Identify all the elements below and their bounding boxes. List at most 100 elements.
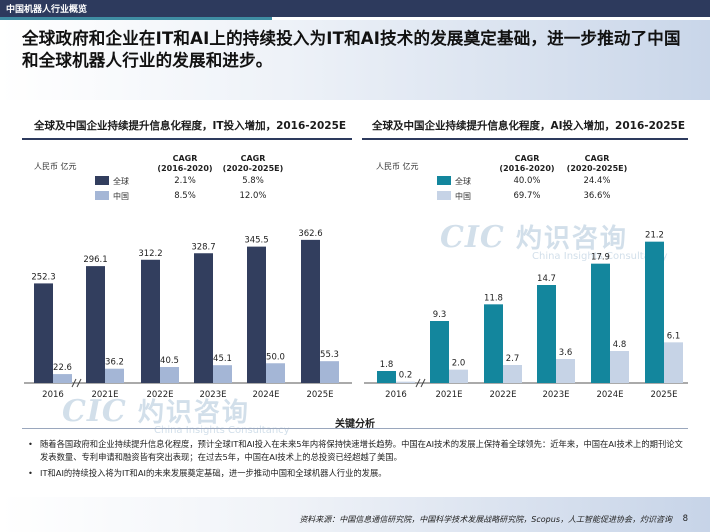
cagr-header-2-ai: CAGR (2020-2025E) <box>566 154 628 173</box>
legend-label-global-ai: 全球 <box>455 177 471 186</box>
data-label: 36.2 <box>105 358 124 368</box>
cagr-value: 5.8% <box>242 176 264 186</box>
watermark-top: CIC 灼识咨询 China Insights Consultancy <box>440 218 668 262</box>
analysis-rule <box>22 428 688 429</box>
legend-swatch-china <box>95 191 109 200</box>
data-label: 296.1 <box>83 255 107 265</box>
data-label: 17.9 <box>591 253 610 263</box>
bar-global <box>484 304 503 383</box>
bar-global <box>247 246 266 383</box>
axis-break-mark <box>71 378 77 388</box>
category-label: 2016 <box>42 390 64 400</box>
data-label: 362.6 <box>298 229 322 239</box>
data-label: 55.3 <box>320 350 339 360</box>
bar-china <box>320 361 339 383</box>
data-label: 3.6 <box>559 348 573 358</box>
cagr-header-2-it: CAGR (2020-2025E) <box>222 154 284 173</box>
page-number: 8 <box>682 514 688 524</box>
legend-label-global: 全球 <box>113 177 129 186</box>
category-label: 2023E <box>199 390 226 400</box>
bar-china <box>105 368 124 383</box>
data-label: 22.6 <box>53 363 72 373</box>
data-label: 345.5 <box>244 236 268 246</box>
category-label: 2023E <box>542 390 569 400</box>
legend-label-china: 中国 <box>113 192 129 201</box>
legend-swatch-china-ai <box>437 191 451 200</box>
data-label: 2.7 <box>506 354 520 364</box>
bar-global <box>141 259 160 383</box>
bar-global <box>537 285 556 383</box>
cagr-value: 8.5% <box>174 191 196 201</box>
data-label: 14.7 <box>537 274 556 284</box>
watermark-en: China Insights Consultancy <box>532 251 668 262</box>
chart-title-rule-ai <box>362 138 688 140</box>
source-note: 资料来源：中国信息通信研究院，中国科学技术发展战略研究院，Scopus，人工智能… <box>299 515 672 524</box>
bar-china <box>449 369 468 383</box>
bar-global <box>194 253 213 383</box>
bar-china <box>53 374 72 383</box>
watermark-logo: CIC <box>62 394 127 429</box>
axis-break-mark <box>415 378 421 388</box>
category-label: 2024E <box>252 390 279 400</box>
bar-china <box>664 342 683 383</box>
analysis-bullet: 随着各国政府和企业持续提升信息化程度，预计全球IT和AI投入在未来5年内将保持快… <box>28 438 688 464</box>
bar-global <box>645 241 664 383</box>
cagr-value: 69.7% <box>513 191 541 201</box>
category-label: 2021E <box>435 390 462 400</box>
bar-global <box>377 371 396 383</box>
bar-global <box>34 283 53 383</box>
data-label: 21.2 <box>645 231 664 241</box>
data-label: 1.8 <box>380 360 394 370</box>
chart-title-it: 全球及中国企业持续提升信息化程度，IT投入增加，2016-2025E <box>34 120 347 132</box>
axis-break-mark <box>420 378 426 388</box>
category-label: 2021E <box>91 390 118 400</box>
data-label: 6.1 <box>667 331 681 341</box>
top-accent-line <box>0 17 272 20</box>
axis-break-mark <box>76 378 82 388</box>
cagr-value: 2.1% <box>174 176 196 186</box>
data-label: 328.7 <box>191 242 215 252</box>
bar-china <box>266 363 285 383</box>
watermark-logo: CIC <box>440 220 505 255</box>
top-bar: 中国机器人行业概览 <box>0 0 710 17</box>
legend-swatch-global-ai <box>437 176 451 185</box>
analysis-bullets: 随着各国政府和企业持续提升信息化程度，预计全球IT和AI投入在未来5年内将保持快… <box>28 438 688 483</box>
data-label: 312.2 <box>138 249 162 259</box>
cagr-header-1-ai: CAGR (2016-2020) <box>499 154 555 173</box>
category-label: 2016 <box>385 390 407 400</box>
watermark-en: China Insights Consultancy <box>154 425 290 436</box>
bar-china <box>503 365 522 383</box>
category-label: 2024E <box>596 390 623 400</box>
bar-global <box>430 321 449 383</box>
data-label: 9.3 <box>433 310 447 320</box>
analysis-bullet: IT和AI的持续投入将为IT和AI的未来发展奠定基础，进一步推动中国和全球机器人… <box>28 467 688 480</box>
legend-swatch-global <box>95 176 109 185</box>
cagr-value: 24.4% <box>583 176 611 186</box>
watermark-cn: 灼识咨询 <box>515 224 628 254</box>
bar-global <box>86 266 105 383</box>
footer-band <box>0 497 710 532</box>
cagr-value: 36.6% <box>583 191 611 201</box>
cagr-value: 40.0% <box>513 176 541 186</box>
bar-china <box>396 381 415 383</box>
chart-title-ai: 全球及中国企业持续提升信息化程度，AI投入增加，2016-2025E <box>372 120 686 132</box>
category-label: 2025E <box>650 390 677 400</box>
data-label: 0.2 <box>399 371 413 381</box>
cagr-value: 12.0% <box>239 191 267 201</box>
bar-china <box>610 351 629 383</box>
unit-label-it: 人民币 亿元 <box>34 162 77 171</box>
bar-global <box>301 239 320 383</box>
data-label: 11.8 <box>484 293 503 303</box>
category-label: 2025E <box>306 390 333 400</box>
chart-title-rule-it <box>22 138 352 140</box>
headline-band <box>0 20 710 100</box>
category-label: 2022E <box>489 390 516 400</box>
data-label: 45.1 <box>213 354 232 364</box>
section-label: 中国机器人行业概览 <box>6 5 88 15</box>
cagr-header-1-it: CAGR (2016-2020) <box>157 154 213 173</box>
bar-china <box>556 359 575 383</box>
legend-label-china-ai: 中国 <box>455 192 471 201</box>
bar-china <box>213 365 232 383</box>
